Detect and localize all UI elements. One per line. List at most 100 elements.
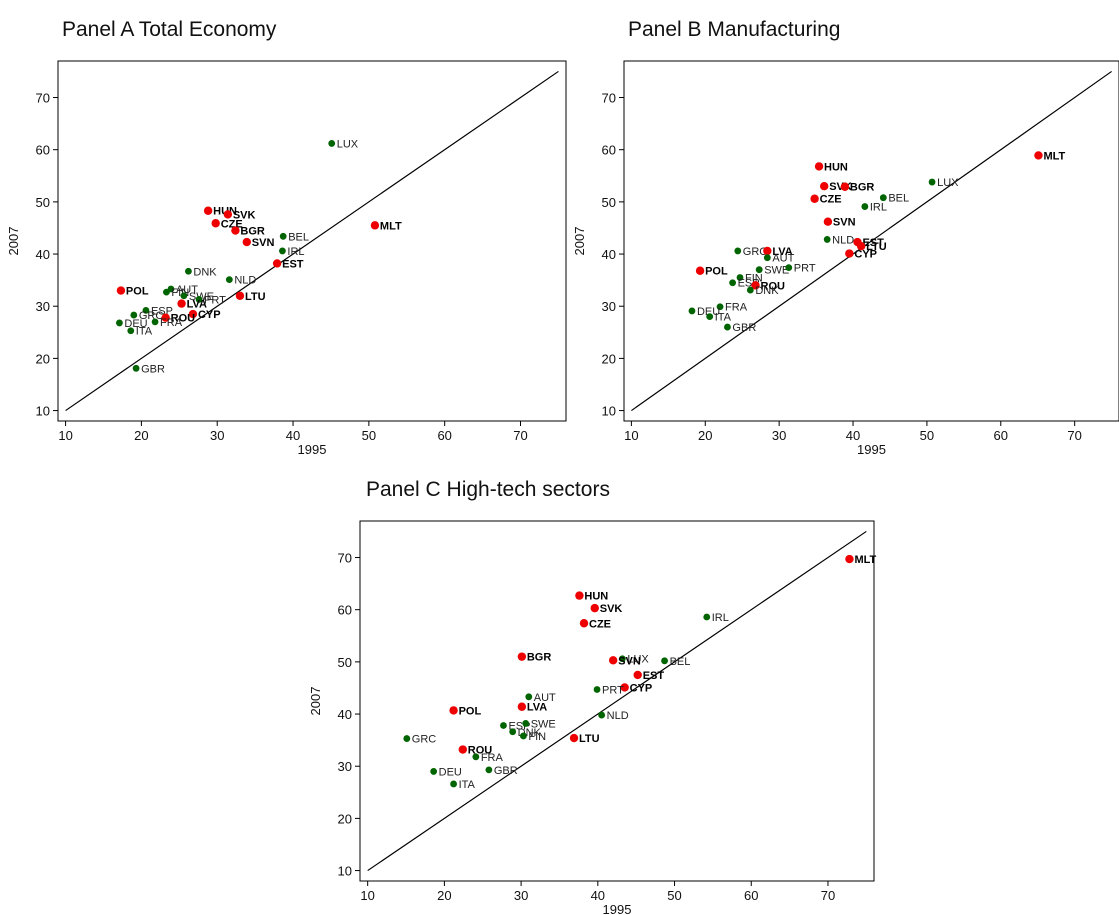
panel-b-label-dnk: DNK <box>755 285 779 297</box>
panel-b-label-fin: FIN <box>745 273 763 285</box>
panel-c-label-cyp: CYP <box>630 682 653 694</box>
panel-c-frame <box>359 520 875 882</box>
panel-b-label-aut: AUT <box>772 253 794 265</box>
panel-a-label-est: EST <box>282 258 304 270</box>
panel-b-point-pol <box>695 266 705 275</box>
panel-a-label-fra: FRA <box>160 317 183 329</box>
panel-c-point-svn <box>608 656 618 665</box>
panel-c-ytick-label: 70 <box>338 551 352 566</box>
panel-a-label-swe: SWE <box>189 291 214 303</box>
panel-c-label-hun: HUN <box>584 591 608 603</box>
panel-a-point-lux <box>328 140 336 147</box>
panel-a-xtick-label: 60 <box>437 428 451 443</box>
panel-c-point-svk <box>590 603 599 613</box>
panel-b-label-mlt: MLT <box>1043 150 1065 162</box>
panel-a-point-rou <box>161 313 170 322</box>
panel-a-label-gbr: GBR <box>141 363 165 375</box>
panel-a-label-lva: LVA <box>187 299 207 311</box>
panel-a-point-fin <box>163 288 170 296</box>
panel-c-label-irl: IRL <box>712 612 729 624</box>
panel-b-label-lux: LUX <box>937 177 959 189</box>
panel-a-point-bel <box>279 232 287 240</box>
panel-c-point-lux <box>618 655 626 663</box>
panel-c-label-bgr: BGR <box>527 652 552 664</box>
panel-b-point-irl <box>861 203 869 210</box>
panel-c-label-pol: POL <box>459 705 482 717</box>
panel-c-label-cze: CZE <box>589 618 611 630</box>
panel-b-title: Panel B Manufacturing <box>628 18 841 41</box>
panel-c-label-fra: FRA <box>481 752 504 764</box>
panel-b-point-svk <box>820 182 829 191</box>
panel-a-point-fra <box>151 318 159 326</box>
panel-c-label-grc: GRC <box>412 734 437 746</box>
panel-c-point-mlt <box>845 554 854 564</box>
panel-b-point-svn <box>823 217 833 226</box>
panel-b-point-swe <box>755 266 763 274</box>
panel-b-ytick-label: 60 <box>602 143 616 158</box>
panel-a-ytick-label: 50 <box>36 195 50 210</box>
panel-a-point-swe <box>180 292 188 300</box>
panel-c-label-bel: BEL <box>670 656 691 668</box>
panel-b-point-bgr <box>840 182 850 191</box>
panel-c-point-fin <box>520 732 527 740</box>
panel-a-point-irl <box>279 247 286 255</box>
panel-c-point-gbr <box>485 766 493 774</box>
panel-a-point-cyp <box>188 309 198 319</box>
panel-a-xlabel: 1995 <box>298 442 327 457</box>
panel-b-point-gbr <box>724 323 731 331</box>
panel-a-label-svk: SVK <box>233 209 256 221</box>
panel-c-label-ita: ITA <box>459 779 476 791</box>
panel-c-ytick-label: 40 <box>338 707 352 722</box>
panel-a-label-prt: PRT <box>204 294 226 306</box>
panel-c-xtick-label: 30 <box>514 888 528 903</box>
panel-b-label-bgr: BGR <box>850 182 875 194</box>
panel-c-ytick-label: 60 <box>338 603 352 618</box>
panel-a-diagonal-line <box>65 70 559 412</box>
panel-b-point-lva <box>763 246 772 256</box>
panel-a-point-bgr <box>231 226 240 235</box>
panel-a-point-ltu <box>235 291 245 300</box>
panel-a-ytick-label: 20 <box>36 351 50 366</box>
panel-b-label-ita: ITA <box>715 312 732 324</box>
panel-a-label-deu: DEU <box>124 318 147 330</box>
panel-a-label-cze: CZE <box>221 218 243 230</box>
panel-c-label-rou: ROU <box>468 745 493 757</box>
panel-c-ytick-label: 30 <box>338 759 352 774</box>
panel-c-point-lva <box>517 702 527 711</box>
panel-c-point-prt <box>593 686 601 693</box>
panel-a-ylabel: 2007 <box>6 227 21 256</box>
panel-a-label-dnk: DNK <box>193 266 217 278</box>
panel-c-label-ltu: LTU <box>579 733 600 745</box>
panel-c-point-cze <box>579 619 589 628</box>
panel-b-label-svn: SVN <box>833 217 856 229</box>
panel-c-point-nld <box>598 711 606 719</box>
panel-a-ytick-label: 60 <box>36 143 50 158</box>
panel-a-label-mlt: MLT <box>380 220 402 232</box>
panel-b-label-bel: BEL <box>888 193 909 205</box>
panel-b-point-hun <box>814 162 824 171</box>
panel-b-label-lva: LVA <box>772 246 792 258</box>
panel-c-diagonal-line <box>367 530 867 872</box>
panel-c-xtick-label: 20 <box>437 888 451 903</box>
panel-c-label-est: EST <box>643 670 665 682</box>
panel-b-point-aut <box>763 254 771 262</box>
panel-c-point-bgr <box>517 652 527 661</box>
panel-c-xtick-label: 40 <box>591 888 605 903</box>
panel-c-ytick-label: 10 <box>338 864 352 879</box>
panel-c-label-swe: SWE <box>531 718 556 730</box>
panel-b-point-grc <box>734 247 742 255</box>
panel-b-label-cyp: CYP <box>854 249 877 261</box>
panel-b-label-grc: GRC <box>743 246 768 258</box>
panel-b-label-rou: ROU <box>761 280 786 292</box>
panel-b-ytick-label: 70 <box>602 91 616 106</box>
panel-c-point-cyp <box>620 683 629 692</box>
panel-a-xtick-label: 20 <box>134 428 148 443</box>
panel-c-title: Panel C High-tech sectors <box>366 478 610 501</box>
panel-b-ylabel: 2007 <box>572 227 587 256</box>
panel-a-ytick-label: 10 <box>36 404 50 419</box>
panel-c-label-prt: PRT <box>602 685 624 697</box>
panel-b-point-ita <box>706 313 714 321</box>
panel-b-label-fra: FRA <box>725 302 748 314</box>
panel-c-xtick-label: 50 <box>667 888 681 903</box>
